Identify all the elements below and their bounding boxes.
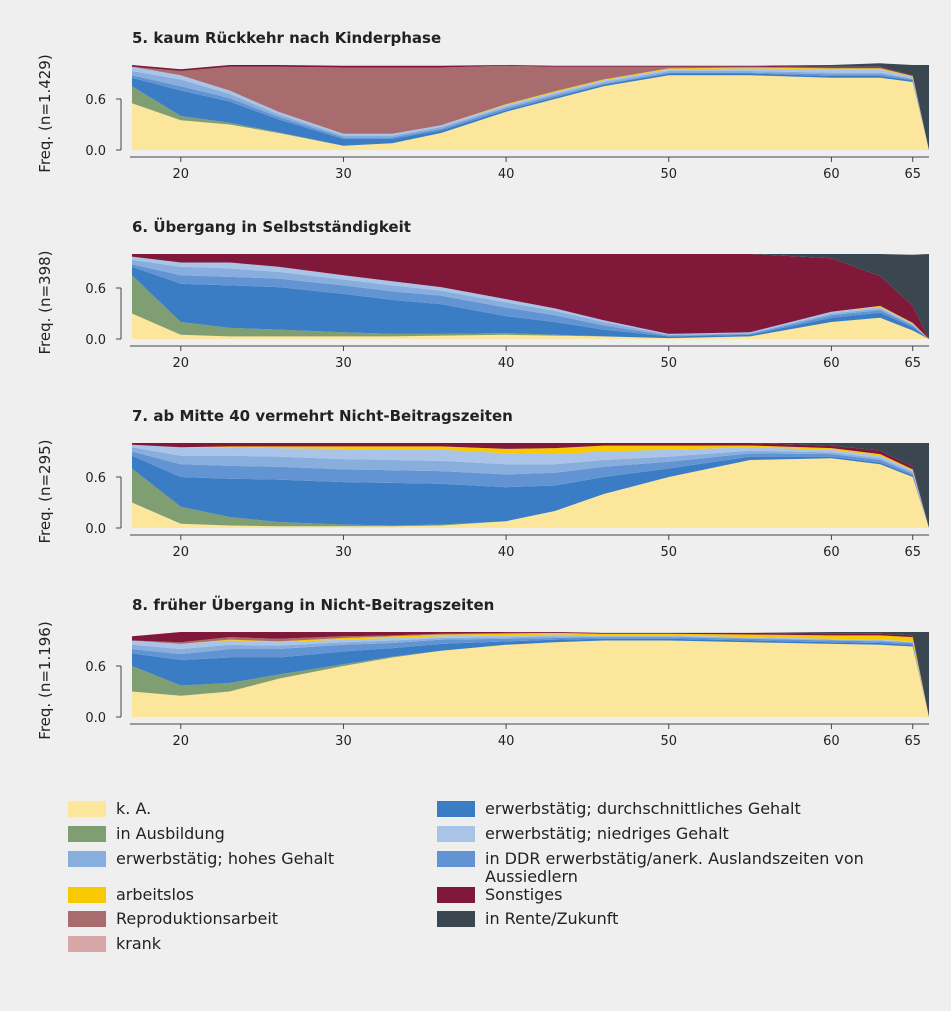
legend-label: in DDR erwerbstätig/anerk. Auslandszeite… bbox=[485, 849, 864, 886]
legend-label: erwerbstätig; hohes Gehalt bbox=[116, 849, 335, 868]
legend-swatch bbox=[68, 887, 106, 903]
x-tick-label: 40 bbox=[498, 167, 515, 182]
x-tick-label: 50 bbox=[660, 356, 677, 371]
x-tick-label: 30 bbox=[335, 167, 352, 182]
x-tick-label: 60 bbox=[823, 356, 840, 371]
area bbox=[132, 259, 929, 339]
legend-swatch bbox=[68, 826, 106, 842]
x-tick-label: 65 bbox=[904, 734, 921, 749]
x-tick-label: 60 bbox=[823, 167, 840, 182]
y-tick-label: 0.6 bbox=[85, 282, 106, 297]
y-tick-label: 0.6 bbox=[85, 660, 106, 675]
chart-title: 8. früher Übergang in Nicht-Beitragszeit… bbox=[132, 595, 494, 614]
area bbox=[132, 447, 929, 528]
area bbox=[132, 444, 929, 528]
area bbox=[132, 275, 929, 339]
area bbox=[132, 313, 929, 339]
legend-label: k. A. bbox=[116, 799, 152, 818]
x-tick-label: 65 bbox=[904, 167, 921, 182]
y-tick-label: 0.6 bbox=[85, 471, 106, 486]
y-axis-title: Freq. (n=1.196) bbox=[36, 621, 54, 739]
legend-label: erwerbstätig; durchschnittliches Gehalt bbox=[485, 799, 801, 818]
x-tick-label: 65 bbox=[904, 356, 921, 371]
area bbox=[132, 451, 929, 528]
x-tick-label: 30 bbox=[335, 356, 352, 371]
legend-swatch bbox=[437, 826, 475, 842]
area bbox=[132, 458, 929, 528]
legend-label: krank bbox=[116, 934, 162, 953]
area bbox=[132, 455, 929, 528]
legend-label: in Rente/Zukunft bbox=[485, 909, 619, 928]
y-tick-label: 0.0 bbox=[85, 144, 106, 159]
y-tick-label: 0.0 bbox=[85, 522, 106, 537]
y-tick-label: 0.0 bbox=[85, 711, 106, 726]
legend-swatch bbox=[437, 887, 475, 903]
x-tick-label: 60 bbox=[823, 734, 840, 749]
x-tick-label: 65 bbox=[904, 545, 921, 560]
area bbox=[132, 266, 929, 339]
legend-swatch bbox=[437, 801, 475, 817]
y-tick-label: 0.6 bbox=[85, 93, 106, 108]
x-tick-label: 40 bbox=[498, 545, 515, 560]
area bbox=[132, 254, 929, 339]
x-tick-label: 20 bbox=[173, 356, 190, 371]
area bbox=[132, 458, 929, 528]
legend-swatch bbox=[437, 851, 475, 867]
chart-title: 5. kaum Rückkehr nach Kinderphase bbox=[132, 29, 441, 47]
legend-swatch bbox=[68, 851, 106, 867]
area bbox=[132, 65, 929, 150]
legend-label: Sonstiges bbox=[485, 885, 563, 904]
chart-title: 7. ab Mitte 40 vermehrt Nicht-Beitragsze… bbox=[132, 407, 513, 425]
chart-title: 6. Übergang in Selbstständigkeit bbox=[132, 217, 411, 236]
x-tick-label: 20 bbox=[173, 167, 190, 182]
legend-label: in Ausbildung bbox=[116, 824, 225, 843]
y-tick-label: 0.0 bbox=[85, 333, 106, 348]
x-tick-label: 20 bbox=[173, 734, 190, 749]
y-axis-title: Freq. (n=398) bbox=[36, 250, 54, 354]
legend-label: erwerbstätig; niedriges Gehalt bbox=[485, 824, 729, 843]
y-axis-title: Freq. (n=1.429) bbox=[36, 54, 54, 172]
area bbox=[132, 254, 929, 339]
x-tick-label: 20 bbox=[173, 545, 190, 560]
legend-swatch bbox=[68, 911, 106, 927]
x-tick-label: 30 bbox=[335, 734, 352, 749]
legend-swatch bbox=[68, 936, 106, 952]
x-tick-label: 40 bbox=[498, 734, 515, 749]
legend-label: arbeitslos bbox=[116, 885, 195, 904]
area bbox=[132, 634, 929, 717]
area bbox=[132, 638, 929, 717]
legend-label: Reproduktionsarbeit bbox=[116, 909, 279, 928]
area bbox=[132, 256, 929, 339]
x-tick-label: 50 bbox=[660, 734, 677, 749]
area bbox=[132, 75, 929, 150]
x-tick-label: 50 bbox=[660, 167, 677, 182]
area bbox=[132, 640, 929, 717]
area bbox=[132, 632, 929, 717]
legend-swatch bbox=[437, 911, 475, 927]
y-axis-title: Freq. (n=295) bbox=[36, 439, 54, 543]
legend-swatch bbox=[68, 801, 106, 817]
x-tick-label: 60 bbox=[823, 545, 840, 560]
x-tick-label: 40 bbox=[498, 356, 515, 371]
x-tick-label: 30 bbox=[335, 545, 352, 560]
x-tick-label: 50 bbox=[660, 545, 677, 560]
